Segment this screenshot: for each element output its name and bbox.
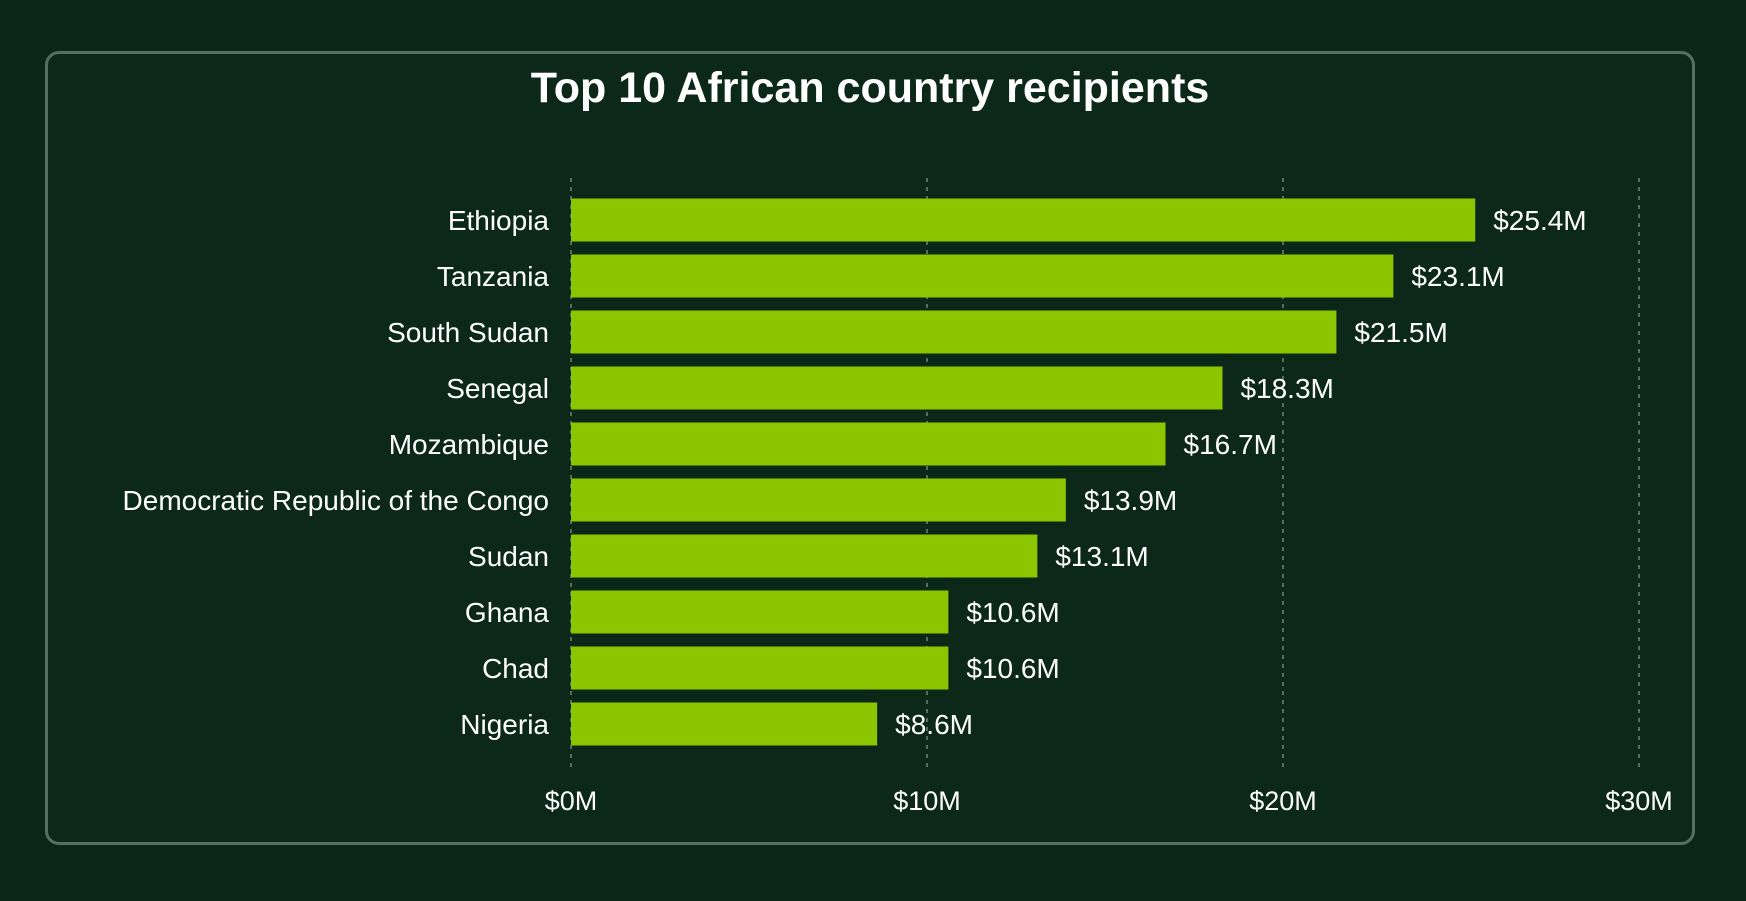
data-label: $23.1M (1411, 261, 1504, 292)
category-label: Chad (482, 653, 549, 684)
category-label: Mozambique (389, 429, 549, 460)
data-label: $18.3M (1240, 373, 1333, 404)
bars (571, 198, 1476, 746)
labels: Ethiopia $25.4M Tanzania $23.1M South Sudan $… (123, 205, 1587, 740)
bar (571, 478, 1066, 522)
bar (571, 310, 1337, 354)
category-label: Nigeria (460, 709, 549, 740)
x-tick-label: $20M (1249, 786, 1317, 816)
bar (571, 534, 1038, 578)
data-label: $21.5M (1354, 317, 1447, 348)
bar (571, 366, 1223, 410)
x-tick-label: $10M (893, 786, 961, 816)
data-label: $8.6M (895, 709, 973, 740)
bar (571, 590, 949, 634)
bar (571, 422, 1166, 466)
bar (571, 702, 878, 746)
bar (571, 254, 1394, 298)
category-label: Senegal (446, 373, 549, 404)
data-label: $10.6M (966, 653, 1059, 684)
data-label: $16.7M (1184, 429, 1277, 460)
category-label: Tanzania (437, 261, 550, 292)
category-label: Sudan (468, 541, 549, 572)
category-label: South Sudan (387, 317, 549, 348)
category-label: Ghana (465, 597, 549, 628)
bar (571, 198, 1476, 242)
chart-title: Top 10 African country recipients (530, 64, 1210, 112)
x-tick-label: $30M (1605, 786, 1673, 816)
x-tick-label: $0M (545, 786, 598, 816)
data-label: $13.1M (1055, 541, 1148, 572)
category-label: Ethiopia (448, 205, 550, 236)
bar (571, 646, 949, 690)
data-label: $25.4M (1493, 205, 1586, 236)
data-label: $13.9M (1084, 485, 1177, 516)
x-axis-ticks: $0M $10M $20M $30M (545, 786, 1673, 816)
category-label: Democratic Republic of the Congo (123, 485, 549, 516)
data-label: $10.6M (966, 597, 1059, 628)
